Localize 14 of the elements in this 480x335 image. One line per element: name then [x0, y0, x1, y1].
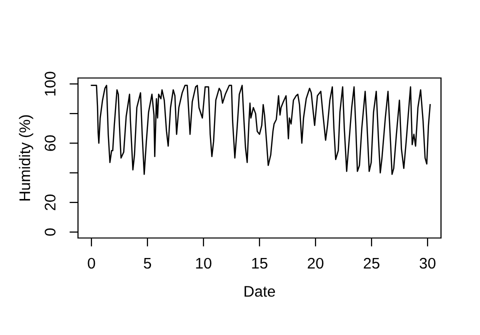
y-tick-label: 20	[44, 194, 56, 210]
x-tick-label: 20	[308, 258, 324, 269]
x-tick-label: 10	[196, 258, 212, 269]
x-tick-label: 25	[364, 258, 380, 269]
x-tick-label: 30	[420, 258, 436, 269]
x-tick-label: 0	[88, 258, 96, 269]
line-series	[90, 84, 431, 175]
x-axis-title: Date	[244, 286, 275, 297]
y-tick-label: 100	[44, 72, 56, 96]
x-tick-label: 15	[252, 258, 268, 269]
y-axis-title: Humidity (%)	[18, 115, 34, 200]
x-tick-label: 5	[144, 258, 152, 269]
y-tick-label: 0	[44, 228, 56, 236]
y-tick-label: 60	[44, 135, 56, 151]
